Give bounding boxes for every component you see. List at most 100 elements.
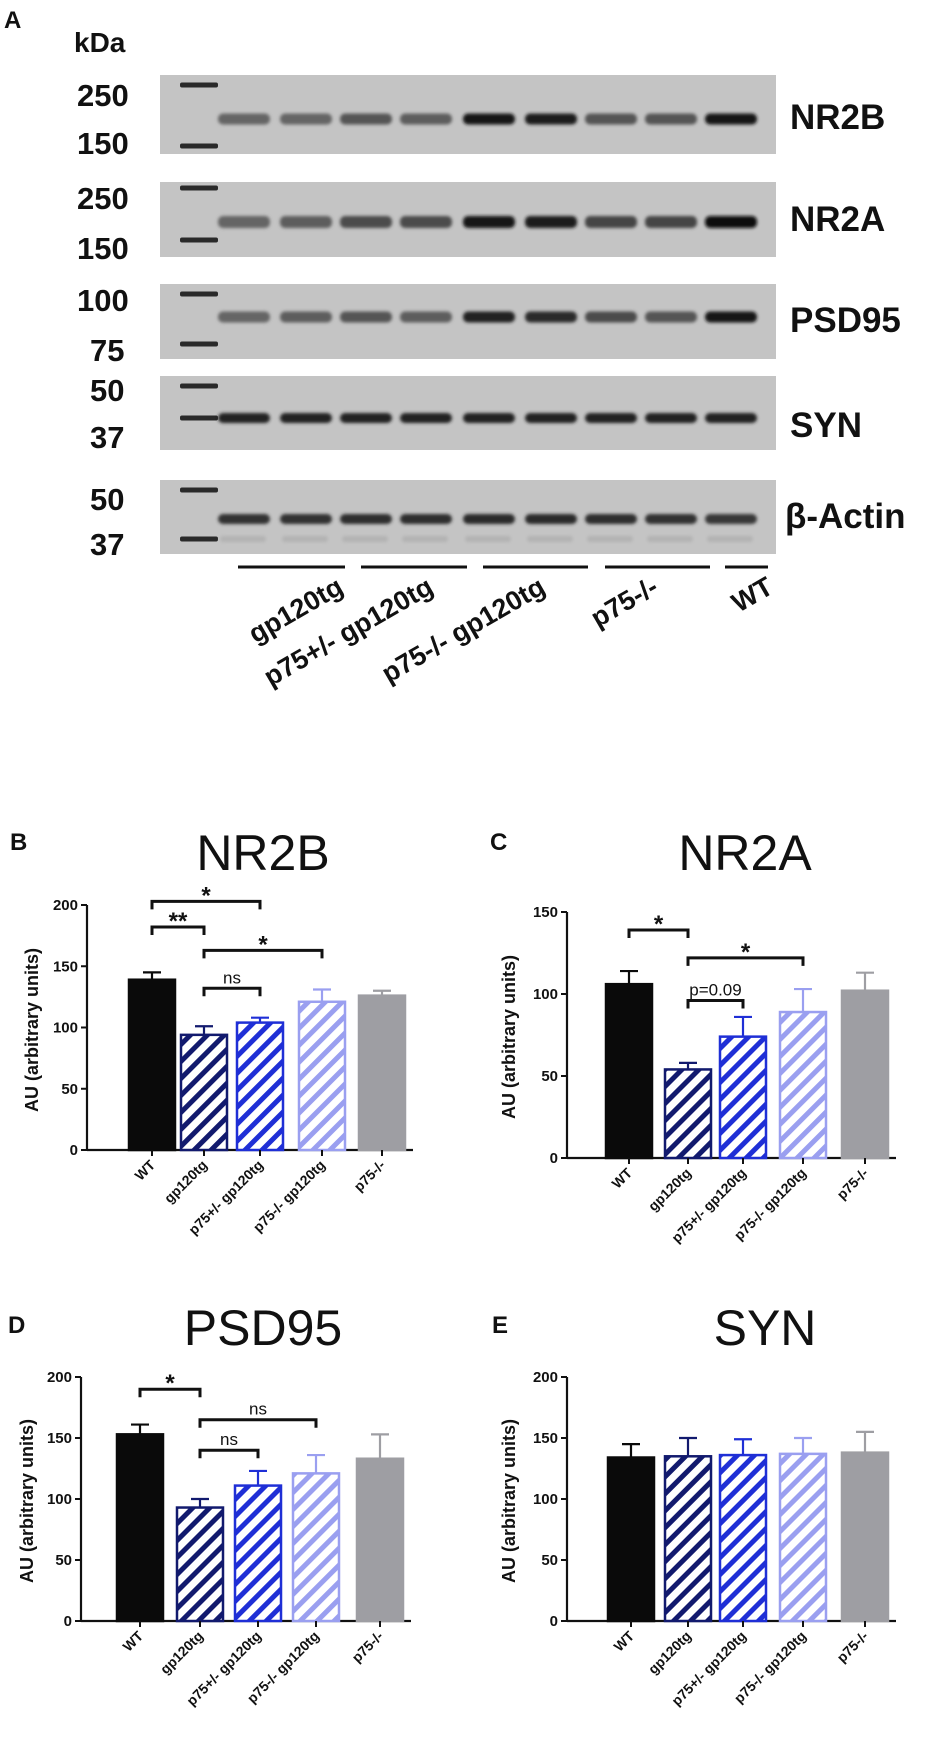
ladder-bands: [180, 82, 218, 149]
faint-band: [282, 536, 328, 542]
mw-marker: 150: [77, 126, 129, 161]
faint-band: [342, 536, 388, 542]
x-tick-label: WT: [608, 1164, 635, 1191]
ladder-band: [180, 383, 218, 389]
x-tick-label: gp120tg: [157, 1628, 206, 1677]
ladder-band: [180, 487, 218, 493]
y-tick-label: 100: [53, 1020, 78, 1037]
protein-band: [280, 311, 332, 323]
mw-marker: 37: [90, 420, 124, 455]
significance-label: *: [258, 931, 268, 958]
y-tick-label: 100: [533, 986, 558, 1003]
protein-band: [340, 216, 392, 228]
bar: [718, 1035, 768, 1160]
lane-group-labels: gp120tg p75+/- gp120tg p75-/- gp120tg p7…: [243, 571, 778, 692]
protein-band: [463, 216, 515, 228]
bar: [233, 1484, 283, 1623]
significance-label: ns: [223, 968, 241, 987]
significance-label: *: [165, 1370, 175, 1397]
bar: [357, 994, 407, 1152]
significance-bracket: [150, 899, 262, 910]
significance-bracket: [202, 948, 324, 959]
x-tick-label: WT: [610, 1627, 637, 1654]
group-label: p75-/-: [586, 571, 663, 633]
y-tick-label: 0: [550, 1613, 558, 1630]
protein-band: [280, 413, 332, 423]
chart-title: PSD95: [184, 1300, 342, 1356]
protein-band: [280, 216, 332, 228]
protein-band: [585, 216, 637, 228]
protein-band: [218, 514, 270, 524]
kda-label: kDa: [74, 27, 126, 58]
significance-bracket: [686, 999, 745, 1009]
chart-title: NR2A: [678, 825, 812, 881]
protein-band: [400, 413, 452, 423]
significance-bracket: [138, 1387, 202, 1398]
panel-letter-a: A: [4, 7, 21, 34]
bar: [115, 1433, 165, 1623]
protein-band: [218, 216, 270, 228]
protein-band: [463, 113, 515, 125]
ladder-bands: [180, 383, 218, 421]
bar: [840, 989, 890, 1160]
protein-band: [525, 413, 577, 423]
faint-band: [402, 536, 448, 542]
panel-letter: B: [10, 829, 27, 856]
lane-bands: [218, 216, 757, 228]
lane-bands: [218, 514, 757, 542]
bar: [127, 978, 177, 1152]
faint-band: [647, 536, 693, 542]
bar: [718, 1453, 768, 1623]
panel-letter: D: [8, 1312, 25, 1339]
y-tick-label: 50: [541, 1068, 558, 1085]
ladder-band: [180, 185, 218, 191]
protein-band: [585, 413, 637, 423]
protein-band: [705, 514, 757, 524]
mw-marker: 50: [90, 482, 124, 517]
protein-band: [705, 216, 757, 228]
significance-label: *: [741, 939, 751, 966]
protein-label-syn: SYN: [790, 406, 862, 445]
bar: [840, 1451, 890, 1623]
faint-band: [527, 536, 573, 542]
ladder-band: [180, 415, 218, 421]
mw-marker: 250: [77, 181, 129, 216]
y-tick-label: 0: [64, 1613, 72, 1630]
protein-band: [705, 413, 757, 423]
faint-band: [220, 536, 266, 542]
protein-band: [585, 311, 637, 323]
chart-title: NR2B: [196, 825, 329, 881]
significance-bracket: [686, 956, 805, 966]
mw-marker: 150: [77, 231, 129, 266]
y-tick-label: 200: [47, 1369, 72, 1386]
y-tick-label: 100: [533, 1491, 558, 1508]
x-tick-label: WT: [119, 1627, 146, 1654]
y-tick-label: 50: [61, 1081, 78, 1098]
protein-band: [218, 413, 270, 423]
protein-band: [340, 311, 392, 323]
faint-band: [465, 536, 511, 542]
ladder-band: [180, 291, 218, 297]
blot-strip-nr2b: 250 150 NR2B: [77, 75, 885, 161]
bar: [604, 982, 654, 1160]
significance-label: *: [654, 911, 664, 938]
protein-band: [218, 113, 270, 125]
protein-band: [645, 413, 697, 423]
chart-panel-e: E SYN AU (arbitrary units) 0 50 100 150 200 W…: [492, 1300, 896, 1709]
x-tick-label: gp120tg: [645, 1165, 694, 1214]
protein-band: [645, 216, 697, 228]
protein-band: [400, 113, 452, 125]
protein-band: [218, 311, 270, 323]
ladder-band: [180, 237, 218, 243]
panel-letter: E: [492, 1312, 508, 1339]
bar: [179, 1033, 229, 1152]
protein-label-psd95: PSD95: [790, 301, 901, 340]
faint-band: [707, 536, 753, 542]
bar: [175, 1506, 225, 1623]
protein-band: [463, 311, 515, 323]
y-axis-label: AU (arbitrary units): [499, 1419, 519, 1583]
ladder-band: [180, 82, 218, 88]
significance-label: p=0.09: [689, 981, 741, 1000]
protein-band: [525, 216, 577, 228]
